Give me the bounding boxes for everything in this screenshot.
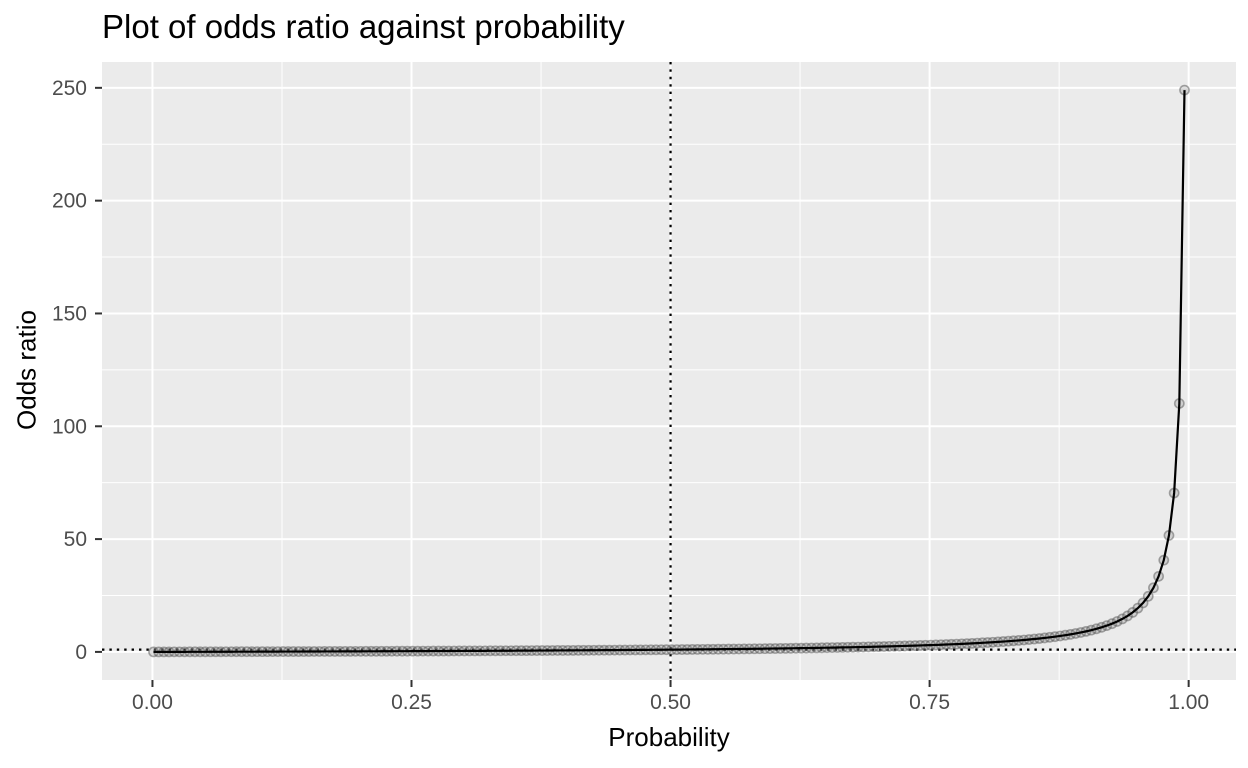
y-tick-label: 250 [52,77,87,100]
x-axis-title: Probability [608,722,730,752]
y-tick-label: 50 [64,528,87,551]
x-tick-label: 0.00 [132,691,173,714]
data-line [153,90,1186,654]
plot-panel [102,62,1236,680]
y-tick-label: 0 [75,641,87,664]
axis-tick-marks [95,86,1190,687]
minor-gridlines [102,62,1236,680]
x-tick-label: 0.50 [650,691,691,714]
major-gridlines [102,62,1236,680]
chart-title: Plot of odds ratio against probability [102,8,625,45]
y-axis-title: Odds ratio [11,310,42,430]
y-tick-label: 100 [52,415,87,438]
x-tick-label: 0.75 [909,691,950,714]
x-tick-label: 0.25 [391,691,432,714]
y-tick-label: 200 [52,190,87,213]
y-tick-label: 150 [52,302,87,325]
x-tick-label: 1.00 [1168,691,1209,714]
